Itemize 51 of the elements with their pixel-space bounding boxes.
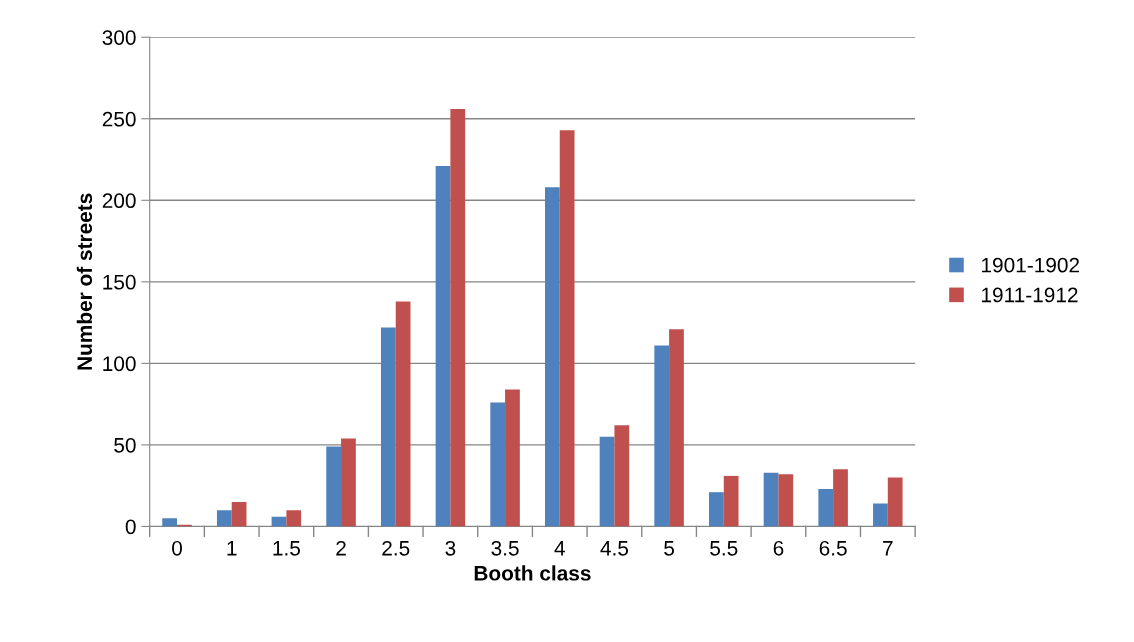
bar xyxy=(887,477,903,527)
bar xyxy=(490,402,506,527)
bar xyxy=(709,492,724,527)
x-tick-label: 6 xyxy=(773,540,784,556)
bar xyxy=(231,501,247,527)
x-tick-label: 2.5 xyxy=(382,540,410,556)
bar xyxy=(286,510,302,527)
x-tick-label: 2 xyxy=(336,540,346,556)
x-tick-label: 0 xyxy=(172,540,182,556)
x-tick-label: 1 xyxy=(227,541,237,556)
bar xyxy=(395,301,411,527)
bar xyxy=(778,474,794,527)
x-axis-title: Booth class xyxy=(474,565,591,581)
x-tick-label: 4 xyxy=(554,541,565,556)
bar xyxy=(818,488,834,527)
x-tick-label: 3.5 xyxy=(491,540,519,556)
x-tick-label: 3 xyxy=(445,540,456,556)
x-tick-label: 7 xyxy=(883,541,893,556)
y-tick-label: 150 xyxy=(103,274,136,290)
bar xyxy=(763,472,779,527)
bar xyxy=(544,187,560,527)
bar xyxy=(216,510,232,527)
bar xyxy=(599,436,615,527)
bar xyxy=(669,329,684,527)
bar xyxy=(723,475,739,527)
y-tick-label: 0 xyxy=(125,519,136,535)
legend-label: 1901-1902 xyxy=(982,257,1080,273)
bar xyxy=(833,469,848,527)
bar xyxy=(341,438,356,527)
y-tick-label: 200 xyxy=(102,193,136,209)
bar xyxy=(505,389,520,527)
x-tick-label: 1.5 xyxy=(273,541,300,556)
y-axis-title: Number of streets xyxy=(76,193,93,370)
y-tick-label: 250 xyxy=(102,111,136,127)
x-tick-label: 6.5 xyxy=(819,540,847,556)
bar xyxy=(380,327,396,527)
bar xyxy=(326,446,342,527)
y-tick-label: 100 xyxy=(103,356,136,372)
bar xyxy=(614,425,630,527)
x-tick-label: 4.5 xyxy=(600,541,629,556)
y-tick-label: 50 xyxy=(114,437,136,453)
bar xyxy=(435,166,451,527)
bar xyxy=(654,345,670,527)
bar xyxy=(162,518,178,527)
bar xyxy=(450,108,466,527)
x-tick-label: 5 xyxy=(664,541,675,556)
bar xyxy=(873,503,888,527)
bar xyxy=(559,130,575,527)
legend-label: 1911-1912 xyxy=(982,287,1078,303)
x-tick-label: 5.5 xyxy=(710,541,738,556)
y-tick-label: 300 xyxy=(102,30,136,45)
